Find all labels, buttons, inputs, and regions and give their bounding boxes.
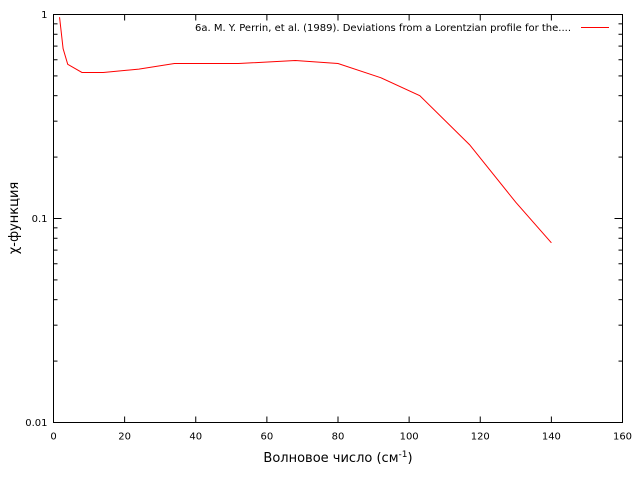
x-tick-label: 120 — [471, 432, 490, 443]
y-tick-label: 0.1 — [32, 214, 48, 225]
x-tick-label: 20 — [118, 432, 131, 443]
y-axis-title: χ-функция — [7, 182, 22, 254]
legend: 6a. M. Y. Perrin, et al. (1989). Deviati… — [195, 23, 609, 34]
x-tick-label: 0 — [50, 432, 56, 443]
x-tick-label: 140 — [542, 432, 561, 443]
x-tick-label: 40 — [189, 432, 202, 443]
plot-frame — [53, 14, 623, 423]
x-tick-label: 160 — [613, 432, 632, 443]
x-tick-label: 100 — [400, 432, 419, 443]
x-axis-ticks: 0 20 40 60 80 100 120 140 160 — [50, 14, 632, 443]
series-layer — [59, 17, 552, 244]
x-tick-label: 60 — [261, 432, 274, 443]
x-axis-title: Волновое число (см-1) — [263, 450, 412, 466]
y-tick-label: 1 — [41, 10, 47, 21]
y-axis-ticks: 0.01 0.1 1 — [25, 10, 623, 429]
x-tick-label: 80 — [332, 432, 345, 443]
y-tick-label: 0.01 — [25, 418, 47, 429]
series-line — [59, 17, 552, 244]
legend-label: 6a. M. Y. Perrin, et al. (1989). Deviati… — [195, 23, 571, 34]
